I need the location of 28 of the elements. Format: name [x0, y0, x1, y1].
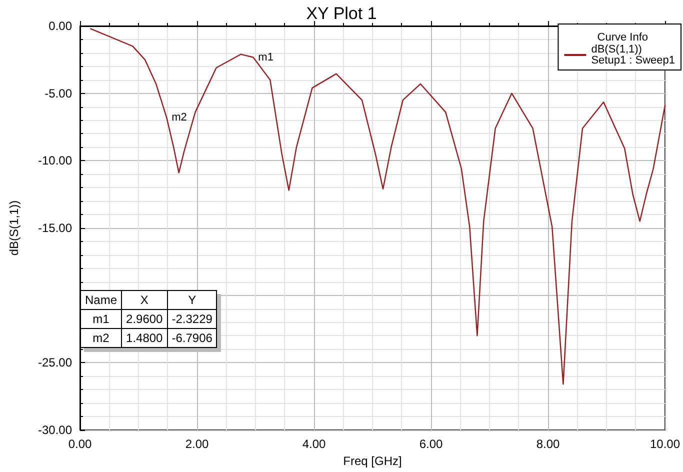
x-tick-label: 10.00 — [650, 437, 680, 451]
x-tick-label: 8.00 — [536, 437, 560, 451]
x-tick-label: 0.00 — [68, 437, 92, 451]
y-tick-label: -5.00 — [44, 86, 72, 100]
legend-label: dB(S(1,1)) Setup1 : Sweep1 — [591, 44, 676, 66]
legend-title: Curve Info — [597, 32, 648, 44]
y-tick-label: 0.00 — [48, 19, 72, 33]
annotation: 2.9600 — [122, 310, 168, 328]
x-tick-label: 6.00 — [419, 437, 443, 451]
annotation: X — [122, 290, 168, 310]
y-tick-label: -10.00 — [38, 154, 72, 168]
annotation: Name — [80, 290, 122, 310]
annotation: m2 — [172, 111, 187, 124]
x-axis-title: Freq [GHz] — [343, 454, 402, 468]
y-tick-label: -30.00 — [38, 423, 72, 437]
y-tick-label: -15.00 — [38, 221, 72, 235]
annotation: -2.3229 — [167, 310, 217, 328]
annotation: m2 — [80, 328, 122, 348]
annotation: m1 — [80, 310, 122, 328]
annotation: -6.7906 — [167, 328, 217, 348]
x-tick-label: 4.00 — [302, 437, 326, 451]
y-tick-label: -25.00 — [38, 356, 72, 370]
annotation: 1.4800 — [122, 328, 168, 348]
y-axis-title: dB(S(1,1)) — [7, 200, 21, 256]
x-tick-label: 2.00 — [185, 437, 209, 451]
annotation: m1 — [258, 51, 274, 64]
annotation: Y — [167, 290, 217, 310]
chart-title: XY Plot 1 — [306, 4, 377, 23]
